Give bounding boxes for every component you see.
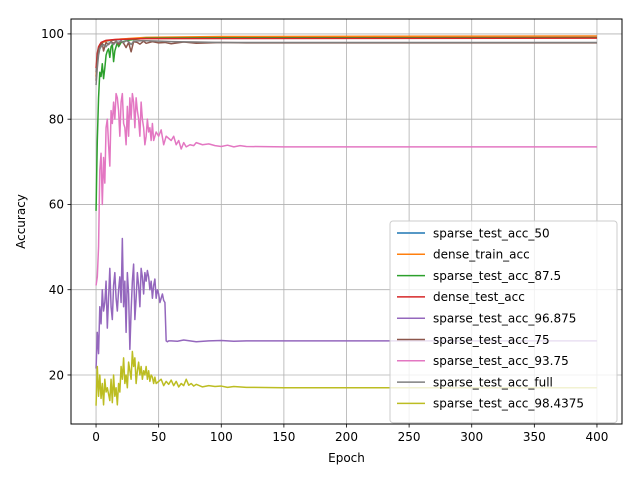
- x-tick-label: 100: [210, 430, 233, 444]
- legend-label: sparse_test_acc_full: [433, 375, 553, 389]
- y-tick-label: 100: [41, 27, 64, 41]
- series-line-sparse_test_acc_93.75: [95, 92, 597, 286]
- legend-label: sparse_test_acc_96.875: [433, 312, 576, 326]
- legend-box: [389, 220, 618, 424]
- x-tick-label: 250: [398, 430, 421, 444]
- legend-label: sparse_test_acc_93.75: [433, 354, 569, 368]
- y-axis-label: Accuracy: [14, 194, 28, 249]
- legend-label: sparse_test_acc_50: [433, 226, 550, 240]
- series-group: [95, 35, 597, 406]
- series-line-sparse_test_acc_98.4375: [95, 350, 597, 406]
- legend-label: dense_train_acc: [433, 248, 530, 262]
- y-tick-label: 60: [49, 198, 64, 212]
- series-line-sparse_test_acc_full: [95, 39, 597, 86]
- y-axis-ticks: 20 40 60 80 100: [41, 27, 71, 382]
- x-axis-label: Epoch: [328, 451, 365, 465]
- x-tick-label: 150: [272, 430, 295, 444]
- x-tick-label: 50: [151, 430, 166, 444]
- x-tick-label: 200: [335, 430, 358, 444]
- legend-label: sparse_test_acc_75: [433, 333, 550, 347]
- legend-label: dense_test_acc: [433, 290, 525, 304]
- x-tick-label: 300: [460, 430, 483, 444]
- legend-label: sparse_test_acc_98.4375: [433, 397, 584, 411]
- y-tick-label: 80: [49, 112, 64, 126]
- x-tick-label: 0: [92, 430, 100, 444]
- x-tick-label: 400: [586, 430, 609, 444]
- x-tick-label: 350: [523, 430, 546, 444]
- y-tick-label: 20: [49, 368, 64, 382]
- legend: sparse_test_acc_50 dense_train_acc sparse_…: [389, 220, 618, 424]
- legend-label: sparse_test_acc_87.5: [433, 269, 561, 283]
- y-tick-label: 40: [49, 283, 64, 297]
- x-axis-ticks: 0 50 100 150 200 250 300 350 400: [92, 424, 608, 444]
- series-line-sparse_test_acc_96.875: [95, 237, 597, 369]
